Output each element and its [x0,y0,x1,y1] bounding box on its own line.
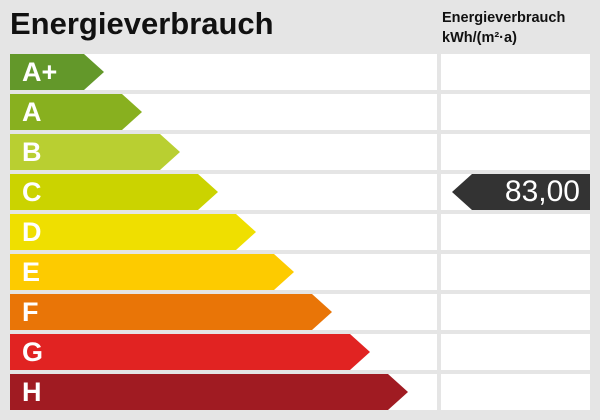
class-row-e: E [10,254,437,290]
unit-header-line2: kWh/(m²·a) [442,30,517,46]
class-label: F [22,297,39,327]
class-arrow: F [10,294,332,330]
class-label: H [22,377,42,407]
value-cell [441,214,590,250]
class-label: D [22,217,42,247]
class-row-h: H [10,374,437,410]
value-indicator: 83,00 [452,174,590,210]
class-label: B [22,137,42,167]
value-cell [441,254,590,290]
value-cell: 83,00 [441,174,590,210]
class-arrow: C [10,174,218,210]
unit-header-line1: Energieverbrauch [442,10,566,26]
value-cell [441,334,590,370]
class-arrow: G [10,334,370,370]
class-row-a-plus: A+ [10,54,437,90]
class-arrow: D [10,214,256,250]
page-title: Energieverbrauch [10,6,274,41]
value-cell [441,54,590,90]
class-label: G [22,337,44,367]
class-label: E [22,257,41,287]
class-arrow: B [10,134,180,170]
class-row-c: C [10,174,437,210]
class-row-d: D [10,214,437,250]
class-row-f: F [10,294,437,330]
class-row-a: A [10,94,437,130]
value-cell [441,94,590,130]
value-cell [441,374,590,410]
class-label: A+ [22,57,58,87]
class-row-g: G [10,334,437,370]
value-text: 83,00 [504,175,580,208]
value-cell [441,134,590,170]
value-cell [441,294,590,330]
unit-header: Energieverbrauch kWh/(m²·a) [442,8,565,48]
class-arrow: A+ [10,54,104,90]
class-label: C [22,177,42,207]
class-arrow: H [10,374,408,410]
class-label: A [22,97,42,127]
class-arrow: E [10,254,294,290]
class-arrow: A [10,94,142,130]
class-row-b: B [10,134,437,170]
